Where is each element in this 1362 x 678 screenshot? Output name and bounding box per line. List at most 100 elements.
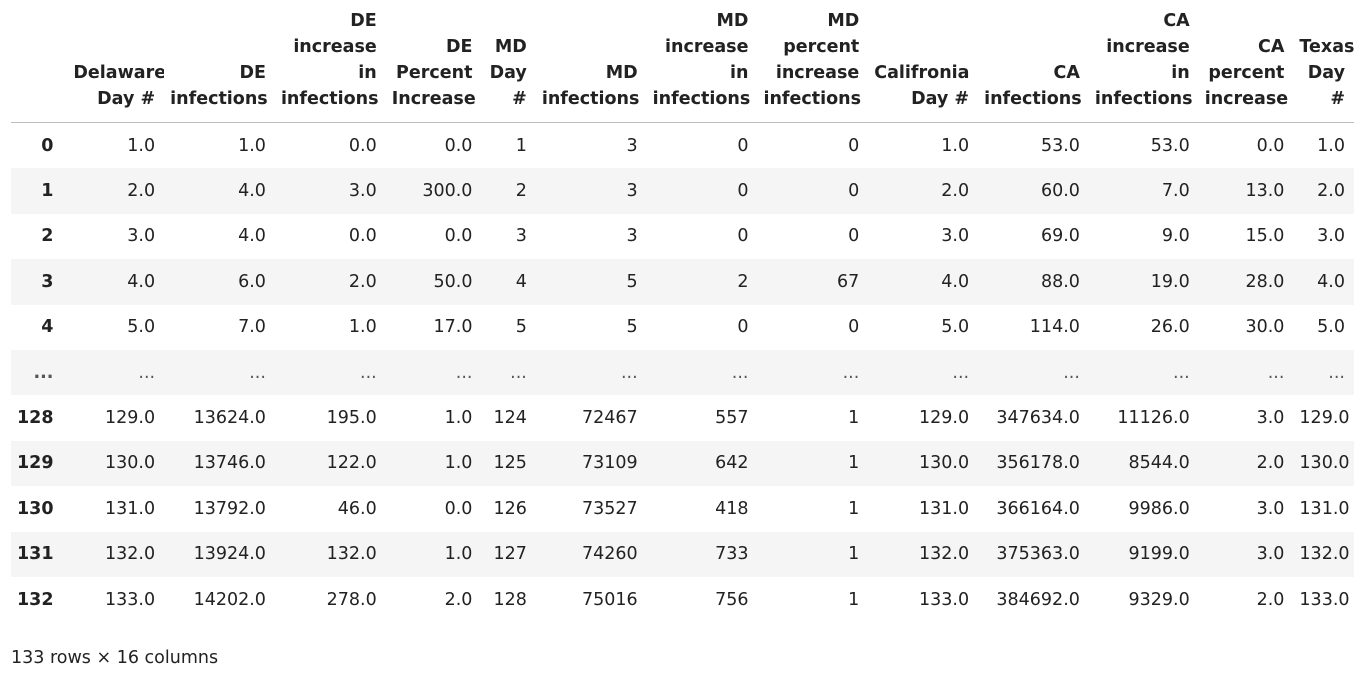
table-cell: 28.0 [1245,271,1285,292]
row-index: 131 [17,544,54,565]
row-index: ... [33,362,54,383]
table-cell: ... [842,362,860,383]
table-row: 129 130.0 13746.0 122.0 1.0 125 73109 642 1 130.0… [11,440,1354,487]
table-cell: 0 [737,226,749,247]
table-cell: 3.0 [941,226,970,247]
table-cell: 2.0 [348,271,377,292]
table-cell: 642 [715,453,749,474]
table-cell: 4.0 [941,271,970,292]
table-cell: 0.0 [444,135,473,156]
table-cell: 5 [626,317,638,338]
table-cell: 124 [493,408,527,429]
column-header: MD infections [535,0,647,123]
table-cell: 114.0 [1029,317,1080,338]
table-row: 2 3.0 4.0 0.0 0.0 3 3 0 0 3.0 69.0 9.0 15.0 3.0 [11,213,1354,260]
table-row: 0 1.0 1.0 0.0 0.0 1 3 0 0 1.0 53.0 53.0 0.0 1.0 [11,122,1354,169]
table-cell: 9199.0 [1128,544,1190,565]
table-cell: 127 [493,544,527,565]
table-cell: ... [1063,362,1080,383]
table-cell: 1.0 [444,453,473,474]
table-cell: 129.0 [105,408,156,429]
table-cell: 60.0 [1040,181,1080,202]
table-cell: 13924.0 [193,544,266,565]
table-cell: 2.0 [127,181,156,202]
table-cell: 0 [737,135,749,156]
table-cell: 1 [848,498,860,519]
table-cell: 130.0 [1299,453,1350,474]
table-cell: 1.0 [444,544,473,565]
table-cell: 130.0 [105,453,156,474]
column-header: CA percent increase [1198,0,1294,123]
table-cell: 3 [626,135,638,156]
table-cell: 3 [626,226,638,247]
table-cell: ... [1328,362,1345,383]
table-cell: 133.0 [105,589,156,610]
table-cell: 3.0 [1256,408,1285,429]
table-cell: 13.0 [1245,181,1285,202]
table-cell: 0 [848,135,860,156]
table-cell: 132.0 [326,544,377,565]
table-cell: 0.0 [348,135,377,156]
table-cell: 0.0 [348,226,377,247]
table-cell: 418 [715,498,749,519]
table-cell: 0 [737,317,749,338]
table-cell: 0.0 [444,226,473,247]
table-cell: 53.0 [1040,135,1080,156]
table-cell: ... [952,362,970,383]
table-cell: 72467 [581,408,638,429]
table-cell: 9986.0 [1128,498,1190,519]
table-cell: 26.0 [1150,317,1190,338]
table-cell: 122.0 [326,453,377,474]
table-cell: 0 [848,181,860,202]
table-cell: ... [1267,362,1285,383]
table-cell: 9.0 [1161,226,1190,247]
row-index: 1 [41,181,54,202]
table-row: 130 131.0 13792.0 46.0 0.0 126 73527 418 1 131.0 3… [11,486,1354,532]
table-cell: 73527 [581,498,638,519]
table-cell: 4.0 [238,226,266,247]
column-header: MD Day # [481,0,536,123]
table-cell: 130.0 [918,453,970,474]
table-cell: 131.0 [918,498,970,519]
table-cell: 131.0 [105,498,156,519]
table-cell: 4 [515,271,527,292]
table-cell: 6.0 [238,271,266,292]
table-cell: 11126.0 [1117,408,1190,429]
table-cell: 1 [848,589,860,610]
table-cell: 5 [626,271,638,292]
table-cell: 0 [848,226,860,247]
table-cell: 132.0 [1299,544,1350,565]
table-cell: 0 [848,317,860,338]
row-index: 129 [17,453,54,474]
table-cell: 5.0 [127,317,156,338]
column-header: Delaware Day # [67,0,165,123]
table-cell: 3.0 [127,226,156,247]
table-cell: 2.0 [1256,453,1285,474]
table-cell: 7.0 [238,317,266,338]
table-cell: 1.0 [941,135,970,156]
column-header: Texas Day # [1293,0,1354,123]
table-cell: 126 [493,498,527,519]
row-index: 130 [17,498,54,519]
table-cell: 73109 [581,453,638,474]
table-cell: ... [731,362,749,383]
table-cell: 4.0 [127,271,156,292]
table-cell: 356178.0 [996,453,1080,474]
table-cell: 733 [715,544,749,565]
row-index: 2 [41,226,54,247]
table-cell: 1 [848,544,860,565]
table-body: 0 1.0 1.0 0.0 0.0 1 3 0 0 1.0 53.0 53.0 0.0 1.0 1 2.0 4.… [11,122,1354,623]
table-cell: 375363.0 [996,544,1080,565]
table-cell: 1 [848,453,860,474]
table-cell: 2 [515,181,527,202]
row-index: 132 [17,589,54,610]
table-cell: 3 [515,226,527,247]
column-header: MD percent increase infections [757,0,869,123]
table-cell: 8544.0 [1128,453,1190,474]
table-cell: 13792.0 [193,498,266,519]
table-cell: 5.0 [1317,317,1345,338]
table-cell: ... [1173,362,1190,383]
table-cell: 69.0 [1040,226,1080,247]
table-cell: ... [510,362,527,383]
table-cell: 30.0 [1245,317,1285,338]
